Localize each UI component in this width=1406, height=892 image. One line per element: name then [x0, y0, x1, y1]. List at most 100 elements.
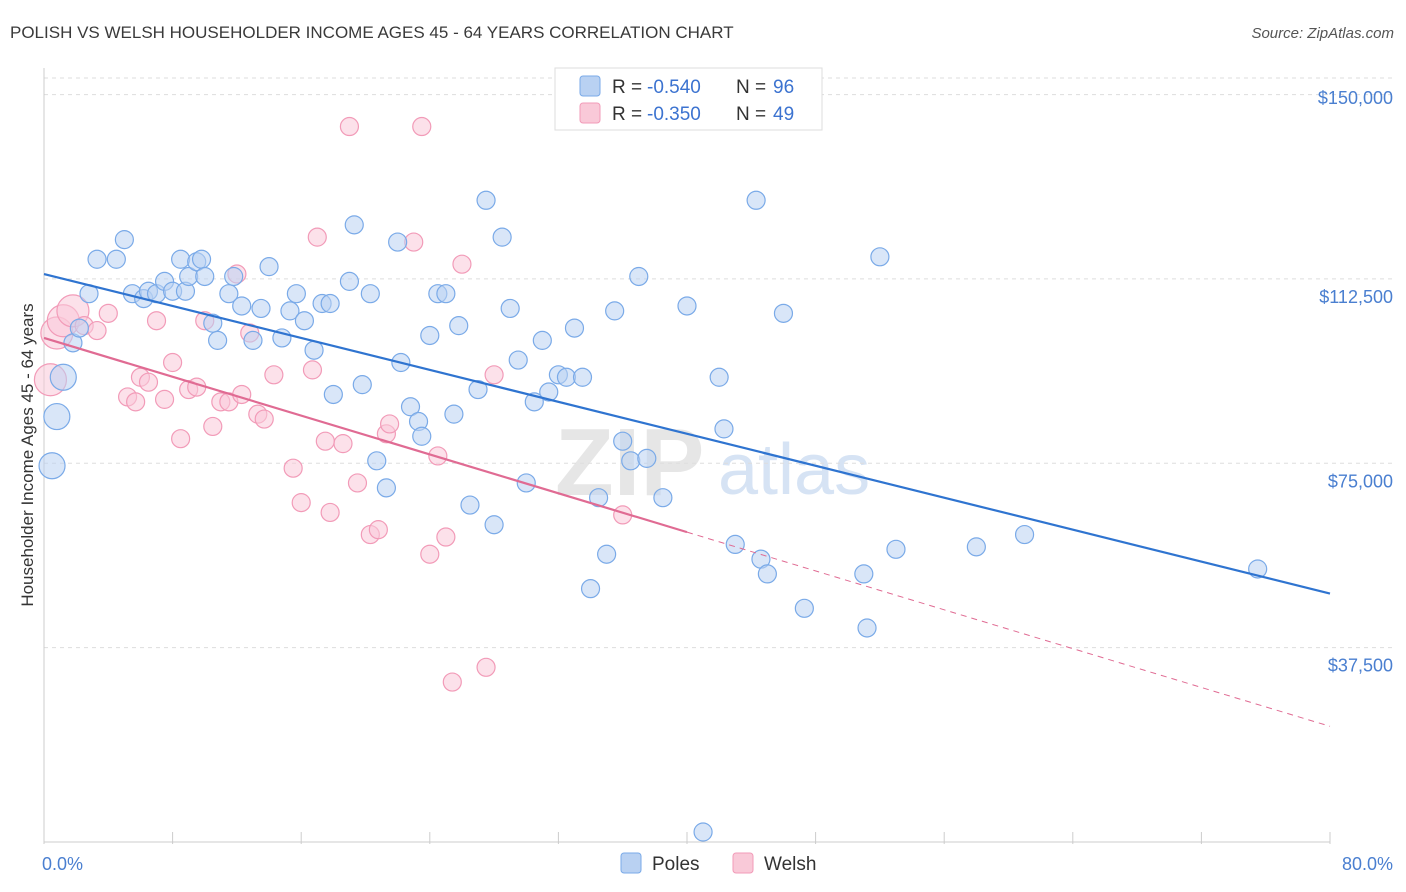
poles-point-52	[449, 316, 469, 336]
poles-point-66	[564, 318, 585, 338]
legend-r-value-welsh: -0.350	[647, 104, 701, 125]
poles-point-8	[114, 230, 134, 250]
poles-point-38	[344, 215, 364, 235]
poles-point-42	[376, 478, 396, 498]
poles-point-69	[588, 488, 609, 508]
poles-point-68	[580, 579, 601, 599]
welsh-point-10	[138, 372, 159, 392]
y-tick-label-3: $150,000	[1318, 88, 1393, 108]
poles-point-92	[1014, 524, 1035, 545]
poles-point-70	[597, 544, 617, 564]
poles-point-2	[49, 363, 77, 391]
poles-point-39	[352, 375, 372, 395]
y-tick-labels: $37,500 $75,000 $112,500 $150,000	[1318, 88, 1393, 676]
welsh-point-46	[452, 254, 472, 274]
poles-point-90	[886, 539, 906, 559]
poles-point-73	[621, 451, 641, 471]
legend-r-label-welsh: R =	[612, 104, 642, 125]
legend-n-label-poles: N =	[736, 77, 766, 98]
y-tick-label-1: $75,000	[1328, 471, 1393, 491]
bottom-legend-welsh: Welsh	[764, 854, 816, 875]
poles-point-24	[224, 266, 244, 287]
legend-n-value-poles: 96	[773, 77, 794, 98]
legend-swatch-welsh	[579, 102, 601, 124]
welsh-point-11	[146, 311, 167, 331]
welsh-point-33	[333, 434, 353, 454]
poles-point-84	[757, 564, 777, 584]
legend-n-label-welsh: N =	[736, 104, 766, 125]
poles-point-37	[339, 271, 360, 291]
poles-point-20	[195, 266, 215, 287]
poles-point-36	[323, 384, 343, 405]
poles-point-74	[629, 266, 649, 287]
welsh-point-47	[476, 657, 496, 677]
poles-point-85	[773, 303, 794, 323]
poles-point-54	[468, 379, 488, 400]
welsh-point-37	[368, 520, 388, 540]
welsh-point-18	[203, 416, 223, 437]
poles-point-79	[709, 367, 729, 387]
poles-point-86	[794, 598, 814, 618]
bottom-legend-poles: Poles	[652, 854, 700, 875]
poles-point-4	[69, 318, 89, 338]
welsh-point-35	[347, 473, 368, 493]
poles-point-80	[714, 419, 734, 439]
legend-n-value-welsh: 49	[773, 104, 794, 125]
poles-point-7	[106, 249, 126, 269]
welsh-point-45	[442, 672, 462, 692]
welsh-point-14	[171, 429, 191, 449]
welsh-point-12	[154, 389, 175, 409]
poles-point-32	[294, 311, 315, 331]
welsh-point-41	[412, 116, 432, 137]
welsh-trend-line-dashed	[686, 531, 1331, 727]
welsh-point-30	[307, 227, 327, 247]
legend-r-label-poles: R =	[612, 77, 642, 98]
poles-point-22	[208, 330, 228, 350]
legend: R = -0.540 N = 96 R = -0.350 N = 49	[554, 67, 823, 131]
poles-point-41	[367, 451, 387, 471]
chart-source: Source: ZipAtlas.com	[1251, 25, 1394, 42]
poles-point-82	[746, 190, 766, 210]
bottom-legend-swatch-welsh	[732, 852, 754, 874]
welsh-point-44	[436, 527, 456, 547]
poles-point-53	[460, 495, 480, 515]
poles-point-88	[857, 618, 877, 638]
poles-point-1	[43, 402, 71, 431]
welsh-point-34	[339, 116, 360, 137]
poles-point-50	[436, 284, 456, 304]
poles-point-43	[388, 232, 408, 252]
poles-point-59	[508, 350, 528, 370]
x-tick-label-0: 0.0%	[42, 854, 83, 874]
chart-title: POLISH VS WELSH HOUSEHOLDER INCOME AGES …	[10, 23, 734, 42]
welsh-point-6	[98, 303, 118, 323]
poles-point-67	[572, 367, 593, 387]
y-tick-label-2: $112,500	[1319, 287, 1393, 307]
welsh-point-42	[420, 544, 440, 564]
legend-swatch-poles	[579, 75, 601, 97]
welsh-point-5	[87, 320, 107, 341]
poles-point-81	[725, 534, 745, 555]
watermark: ZIP atlas	[555, 409, 870, 516]
y-tick-label-0: $37,500	[1328, 656, 1393, 676]
welsh-point-27	[283, 458, 303, 478]
trend-lines	[43, 272, 1331, 727]
poles-trend-line	[43, 272, 1331, 595]
welsh-point-32	[320, 502, 340, 523]
welsh-point-31	[315, 431, 335, 451]
poles-point-91	[966, 537, 986, 557]
poles-point-19	[191, 249, 212, 269]
welsh-point-25	[254, 409, 274, 429]
poles-point-71	[605, 301, 625, 321]
poles-point-75	[637, 448, 657, 468]
y-axis-label: Householder Income Ages 45 - 64 years	[18, 303, 37, 606]
gridlines	[44, 77, 1394, 649]
welsh-point-48	[484, 365, 504, 385]
poles-point-16	[171, 249, 191, 269]
poles-point-87	[854, 564, 874, 584]
poles-point-55	[476, 190, 496, 210]
poles-point-78	[693, 822, 713, 842]
bottom-legend: Poles Welsh	[620, 852, 816, 875]
welsh-point-22	[232, 384, 252, 405]
poles-point-76	[653, 488, 673, 508]
